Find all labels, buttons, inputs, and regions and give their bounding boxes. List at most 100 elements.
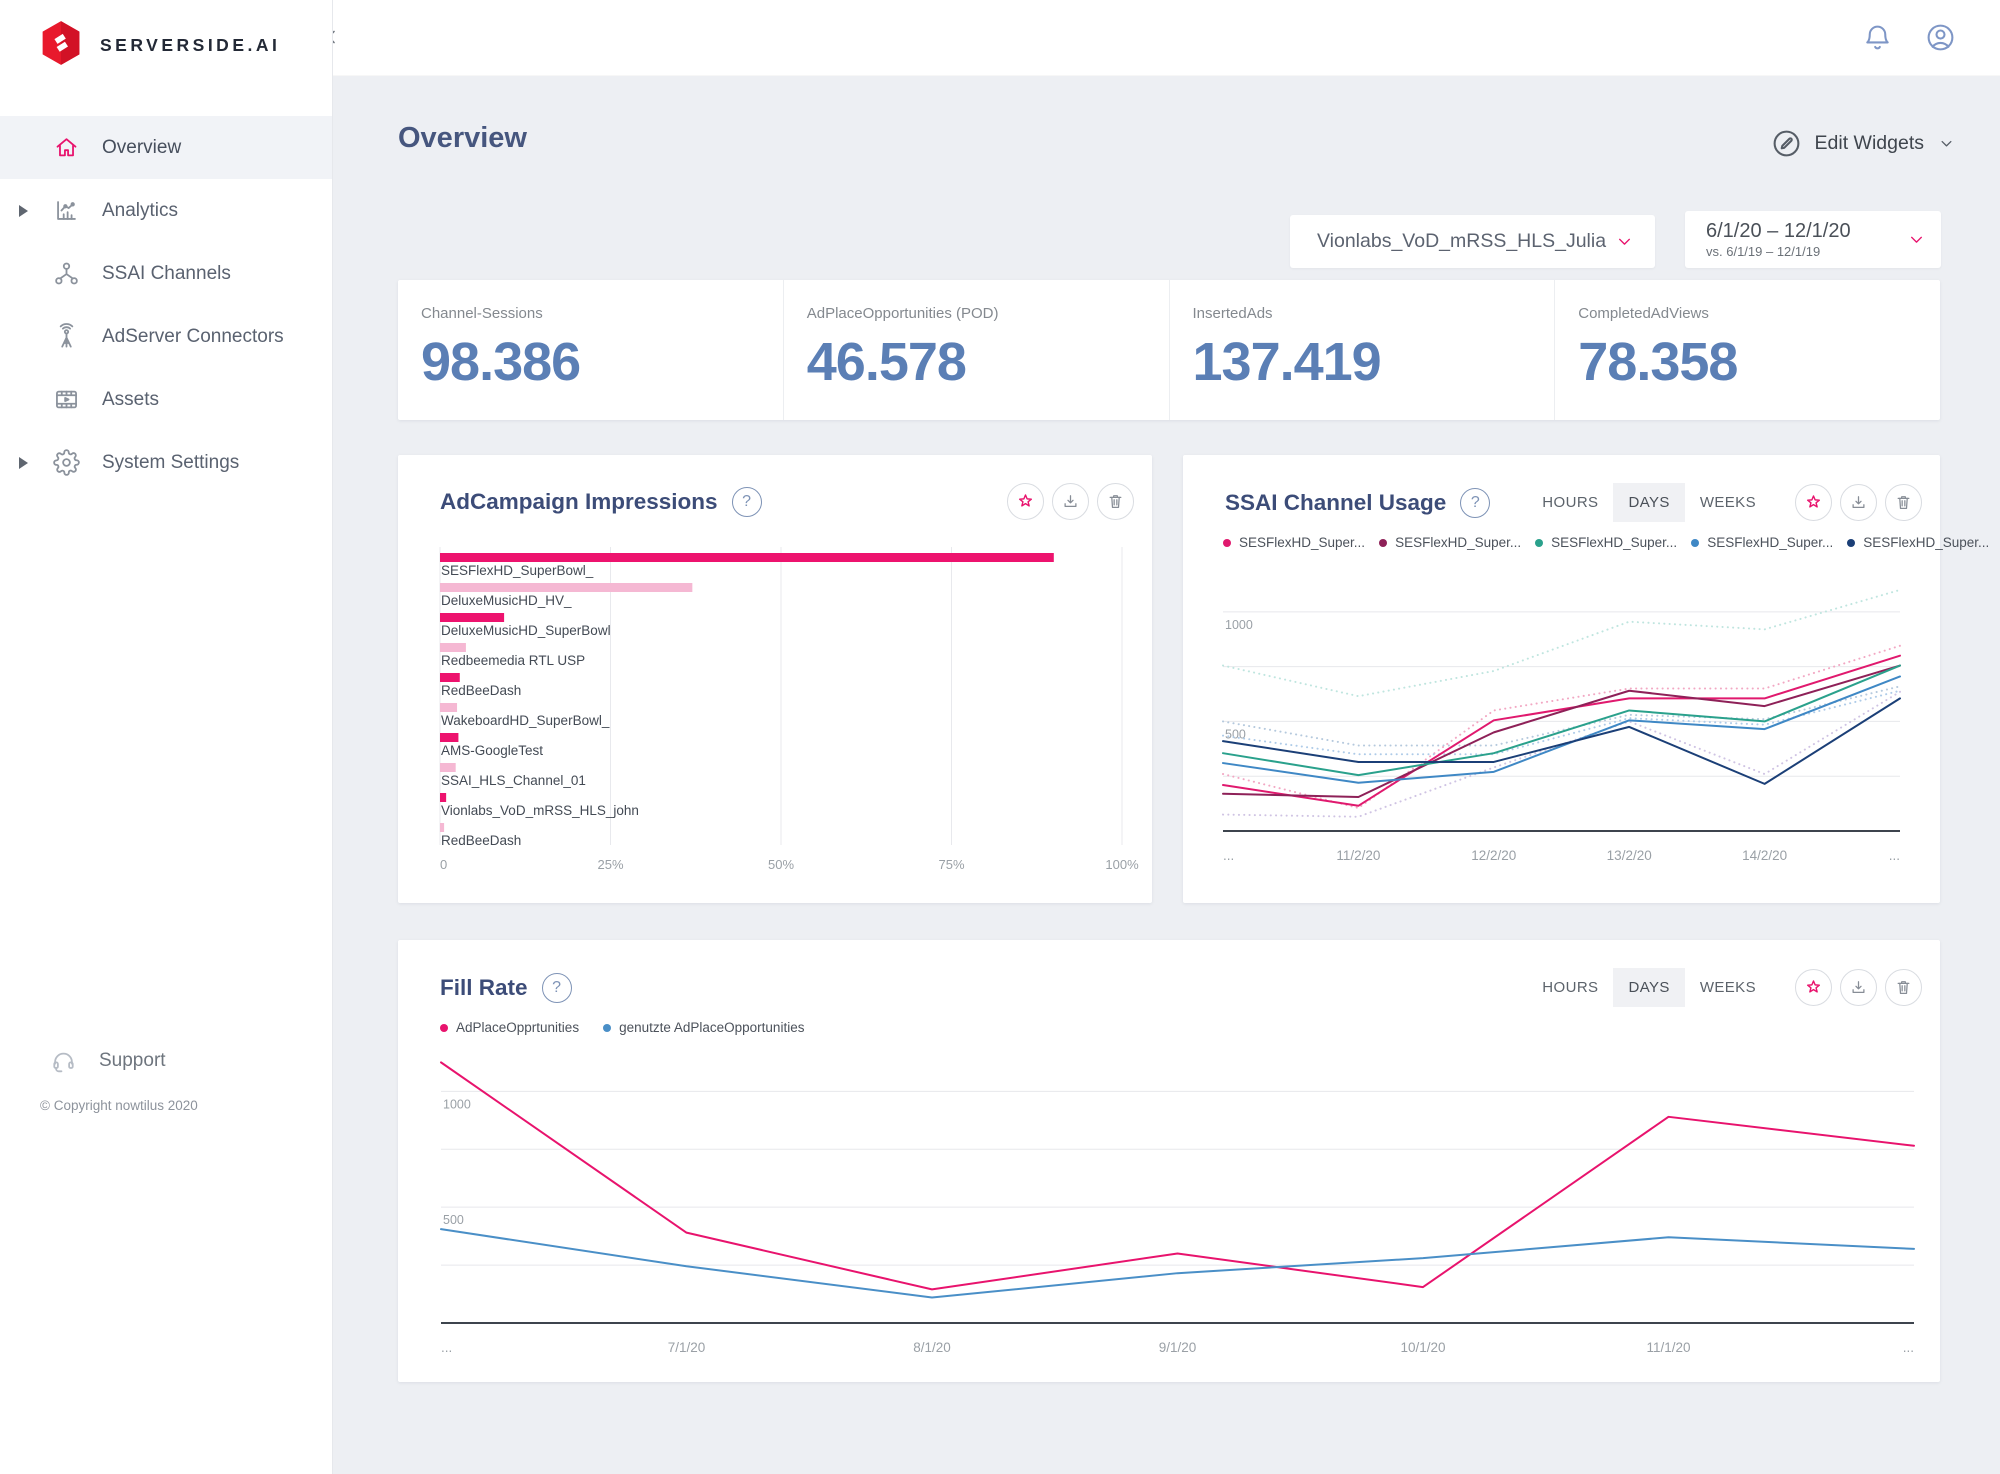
svg-text:1000: 1000: [443, 1097, 471, 1111]
sidebar-item-assets[interactable]: Assets: [0, 368, 332, 431]
chevron-down-icon: [1937, 134, 1956, 153]
legend-item: AdPlaceOpprtunities: [440, 1020, 579, 1035]
sidebar: SERVERSIDE.AI Overview Analytics SSAI Chan…: [0, 0, 333, 1474]
svg-text:DeluxeMusicHD_SuperBowl: DeluxeMusicHD_SuperBowl: [441, 623, 611, 638]
svg-text:75%: 75%: [938, 857, 964, 872]
legend-item: SESFlexHD_Super...: [1691, 535, 1833, 550]
sidebar-item-label: Assets: [102, 389, 159, 411]
delete-button[interactable]: [1885, 969, 1922, 1006]
sidebar-item-ssai-channels[interactable]: SSAI Channels: [0, 242, 332, 305]
sidebar-item-adserver-connectors[interactable]: AdServer Connectors: [0, 305, 332, 368]
brand: SERVERSIDE.AI: [0, 0, 332, 71]
kpi-value: 46.578: [807, 331, 1169, 393]
sidebar-item-label: System Settings: [102, 452, 239, 474]
gear-icon: [53, 449, 80, 476]
widget-header: AdCampaign Impressions ?: [398, 455, 1152, 520]
chart-legend: AdPlaceOpprtunitiesgenutzte AdPlaceOppor…: [398, 1007, 1940, 1035]
legend-item: SESFlexHD_Super...: [1847, 535, 1989, 550]
widget-ssai-channel-usage: SSAI Channel Usage ? HOURSDAYSWEEKS SESF…: [1183, 455, 1940, 903]
kpi-label: AdPlaceOpportunities (POD): [807, 305, 1169, 322]
svg-text:500: 500: [1225, 727, 1246, 741]
kpi-label: InsertedAds: [1193, 305, 1555, 322]
svg-text:500: 500: [443, 1213, 464, 1227]
date-range-comparison: vs. 6/1/19 – 12/1/19: [1706, 244, 1906, 259]
svg-text:14/2/20: 14/2/20: [1742, 848, 1787, 863]
kpi-label: CompletedAdViews: [1578, 305, 1940, 322]
film-icon: [53, 386, 80, 413]
main-content: Overview Edit Widgets Vionlabs_VoD_mRSS_…: [333, 76, 2000, 1474]
sidebar-item-system-settings[interactable]: System Settings: [0, 431, 332, 494]
legend-item: SESFlexHD_Super...: [1223, 535, 1365, 550]
sidebar-item-analytics[interactable]: Analytics: [0, 179, 332, 242]
widget-actions: [1007, 483, 1134, 520]
legend-label: SESFlexHD_Super...: [1239, 535, 1365, 550]
notifications-button[interactable]: [1862, 22, 1893, 53]
channel-select[interactable]: Vionlabs_VoD_mRSS_HLS_Julia: [1290, 215, 1655, 268]
sidebar-item-label: Analytics: [102, 200, 178, 222]
date-range-select[interactable]: 6/1/20 – 12/1/20 vs. 6/1/19 – 12/1/19: [1685, 211, 1941, 268]
download-button[interactable]: [1840, 484, 1877, 521]
delete-button[interactable]: [1885, 484, 1922, 521]
sidebar-item-label: SSAI Channels: [102, 263, 231, 285]
svg-text:100%: 100%: [1105, 857, 1139, 872]
svg-text:...: ...: [1223, 848, 1234, 863]
svg-text:1000: 1000: [1225, 618, 1253, 632]
question-icon[interactable]: ?: [1460, 488, 1490, 518]
svg-text:DeluxeMusicHD_HV_: DeluxeMusicHD_HV_: [441, 593, 572, 608]
kpi-adplaceopportunities-pod-: AdPlaceOpportunities (POD) 46.578: [784, 280, 1170, 420]
edit-widgets-button[interactable]: Edit Widgets: [1771, 128, 1956, 159]
svg-text:11/2/20: 11/2/20: [1336, 848, 1380, 863]
chevron-down-icon: [1614, 231, 1635, 252]
tab-days[interactable]: DAYS: [1613, 483, 1684, 522]
question-icon[interactable]: ?: [732, 487, 762, 517]
svg-text:10/1/20: 10/1/20: [1400, 1340, 1445, 1355]
sidebar-item-overview[interactable]: Overview: [0, 116, 332, 179]
favorite-button[interactable]: [1795, 969, 1832, 1006]
svg-text:SESFlexHD_SuperBowl_: SESFlexHD_SuperBowl_: [441, 563, 594, 578]
favorite-button[interactable]: [1007, 483, 1044, 520]
download-button[interactable]: [1840, 969, 1877, 1006]
widget-adcampaign-impressions: AdCampaign Impressions ? SESFlexHD_Super…: [398, 455, 1152, 903]
favorite-button[interactable]: [1795, 484, 1832, 521]
sidebar-item-support[interactable]: Support: [0, 1040, 332, 1082]
channel-select-value: Vionlabs_VoD_mRSS_HLS_Julia: [1317, 230, 1614, 253]
topbar-actions: [1862, 22, 1956, 53]
chevron-down-icon: [1906, 229, 1927, 250]
question-icon[interactable]: ?: [542, 973, 572, 1003]
edit-widgets-label: Edit Widgets: [1815, 132, 1924, 155]
kpi-value: 78.358: [1578, 331, 1940, 393]
widget-header: SSAI Channel Usage ? HOURSDAYSWEEKS: [1183, 455, 1940, 522]
kpi-channel-sessions: Channel-Sessions98.386: [398, 280, 784, 420]
antenna-icon: [53, 323, 80, 350]
legend-dot-icon: [440, 1024, 448, 1032]
page-title: Overview: [398, 122, 527, 155]
dashboard-app: SERVERSIDE.AI Overview Analytics SSAI Chan…: [0, 0, 2000, 1474]
svg-text:SSAI_HLS_Channel_01: SSAI_HLS_Channel_01: [441, 773, 586, 788]
svg-text:11/1/20: 11/1/20: [1646, 1340, 1690, 1355]
tab-hours[interactable]: HOURS: [1527, 968, 1613, 1007]
legend-item: SESFlexHD_Super...: [1379, 535, 1521, 550]
widget-title: SSAI Channel Usage: [1225, 490, 1446, 516]
widget-title: AdCampaign Impressions: [440, 489, 718, 515]
tab-weeks[interactable]: WEEKS: [1685, 483, 1771, 522]
delete-button[interactable]: [1097, 483, 1134, 520]
home-icon: [53, 134, 80, 161]
kpi-value: 137.419: [1193, 331, 1555, 393]
caret-right-icon[interactable]: [19, 457, 28, 469]
caret-right-icon[interactable]: [19, 205, 28, 217]
legend-item: SESFlexHD_Super...: [1535, 535, 1677, 550]
tab-hours[interactable]: HOURS: [1527, 483, 1613, 522]
date-range-primary: 6/1/20 – 12/1/20: [1706, 220, 1906, 243]
legend-label: SESFlexHD_Super...: [1395, 535, 1521, 550]
widget-fill-rate: Fill Rate ? HOURSDAYSWEEKS AdPlaceOpprtu…: [398, 940, 1940, 1382]
svg-text:9/1/20: 9/1/20: [1159, 1340, 1197, 1355]
tab-weeks[interactable]: WEEKS: [1685, 968, 1771, 1007]
sidebar-nav: Overview Analytics SSAI Channels AdServer C…: [0, 116, 332, 494]
tab-days[interactable]: DAYS: [1613, 968, 1684, 1007]
widget-title: Fill Rate: [440, 975, 528, 1001]
svg-text:13/2/20: 13/2/20: [1607, 848, 1652, 863]
account-button[interactable]: [1925, 22, 1956, 53]
widget-actions: [1795, 969, 1922, 1006]
serverside-logo: [40, 20, 82, 71]
download-button[interactable]: [1052, 483, 1089, 520]
